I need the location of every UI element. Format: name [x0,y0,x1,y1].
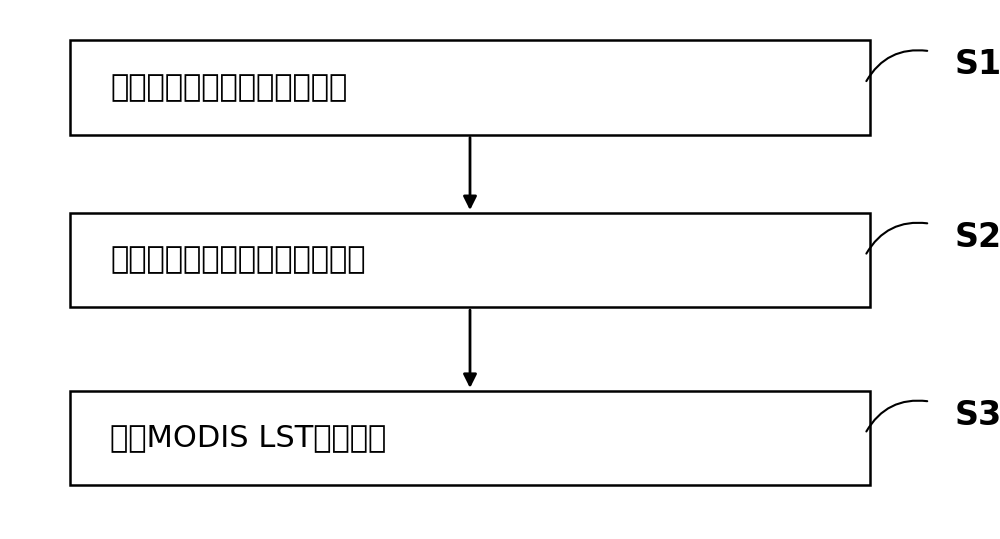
FancyBboxPatch shape [70,213,870,307]
Text: S1: S1 [955,48,1000,81]
Text: S3: S3 [955,398,1000,432]
Text: 计算MODIS LST的方向性: 计算MODIS LST的方向性 [110,424,386,452]
Text: 读取遥感影像和气象站点数据: 读取遥感影像和气象站点数据 [110,73,347,102]
FancyBboxPatch shape [70,391,870,485]
FancyBboxPatch shape [70,40,870,135]
Text: 去除天气变化对地表温度的影响: 去除天气变化对地表温度的影响 [110,246,366,274]
Text: S2: S2 [955,220,1000,254]
